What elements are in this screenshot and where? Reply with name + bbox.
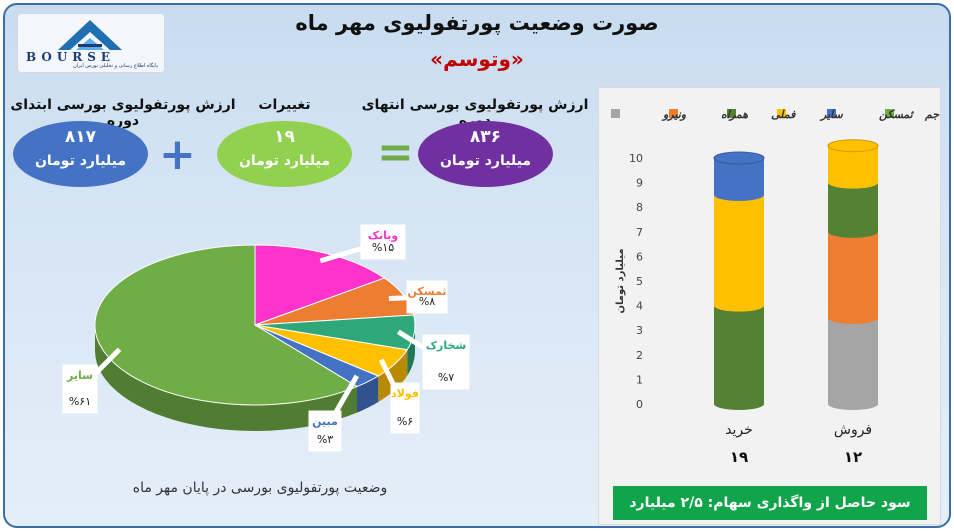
pie-slice-percent: %۶۱ xyxy=(69,395,91,408)
pie-side-سایر xyxy=(95,325,357,431)
bar-segment-همراه xyxy=(828,231,878,324)
y-tick-label: 1 xyxy=(636,373,643,386)
category-total: ۱۲ xyxy=(844,448,862,466)
legend-swatch xyxy=(669,109,678,118)
bar-segment-ونیرو xyxy=(828,317,878,410)
legend-label: همراه xyxy=(721,108,748,121)
pie-slice-percent: %۸ xyxy=(419,295,435,308)
y-tick-label: 0 xyxy=(636,398,643,411)
trade-bar-chart: جم ثمسکن سایر فملی همراه ونیرو 0 1 2 3 4 5 6 7 8 9 10 میل… xyxy=(611,108,940,466)
legend-label: ثمسکن xyxy=(879,108,915,121)
pie-slice-سایر xyxy=(94,244,359,406)
pie-slice-label: وبانک xyxy=(368,229,399,242)
y-tick-label: 7 xyxy=(636,226,643,239)
legend-label: سایر xyxy=(819,108,843,121)
pie-callout-box xyxy=(360,224,406,260)
y-tick-label: 6 xyxy=(636,250,643,263)
bar-segment-سایر xyxy=(714,194,764,312)
pie-slice-وبانک xyxy=(254,244,386,326)
x-category-label: فروش xyxy=(834,422,872,438)
pie-callout-box xyxy=(422,334,470,390)
pie-slice-percent: %۳ xyxy=(317,433,333,446)
change-value: ۱۹ xyxy=(274,127,295,147)
bar-segment-فملی xyxy=(714,305,764,410)
pie-callout-box xyxy=(390,382,420,434)
x-category-label: خرید xyxy=(725,422,753,438)
pie-side-فولاد xyxy=(378,349,408,402)
y-tick-label: 2 xyxy=(636,349,643,362)
y-tick-label: 8 xyxy=(636,201,643,214)
pie-slice-percent: %۷ xyxy=(438,371,454,384)
pie-slice-label: شخارک xyxy=(426,339,466,352)
page-title: صورت وضعیت پورتفولیوی مهر ماه xyxy=(295,11,659,35)
bar-segment-فملی xyxy=(828,182,878,238)
legend-label: جم xyxy=(924,108,940,121)
y-tick-label: 10 xyxy=(629,152,643,165)
legend-swatch xyxy=(885,109,894,118)
pie-slice-percent: %۱۵ xyxy=(372,241,394,254)
pie-slice-label: مبین xyxy=(312,415,338,428)
legend-swatch xyxy=(611,109,620,118)
page-subtitle: «وتوسم» xyxy=(430,47,524,71)
change-label: تغییرات xyxy=(258,97,311,113)
pie-slice-label: ثمسکن xyxy=(408,285,447,298)
legend-label: ونیرو xyxy=(661,108,687,121)
y-tick-label: 4 xyxy=(636,300,643,313)
bar-top-cap xyxy=(827,139,879,153)
pie-callout-box xyxy=(406,280,448,314)
legend-swatch xyxy=(727,109,736,118)
pie-slice-percent: %۶ xyxy=(397,415,413,428)
end-value-unit: میلیارد تومان xyxy=(439,153,532,169)
change-value-unit: میلیارد تومان xyxy=(238,153,331,169)
pie-callout-box xyxy=(308,410,342,452)
pie-side-مبین xyxy=(357,376,379,413)
dashboard-frame: BOURSE پایگاه اطلاع رسانی و تحلیلی بورس … xyxy=(3,3,951,528)
trade-bar-chart-panel: جم ثمسکن سایر فملی همراه ونیرو 0 1 2 3 4 5 6 7 8 9 10 میل… xyxy=(598,87,941,525)
y-tick-label: 3 xyxy=(636,324,643,337)
y-tick-label: 9 xyxy=(636,177,643,190)
pie-slice-label: سایر xyxy=(66,369,93,382)
portfolio-pie-chart: وبانک%۱۵ ثمسکن%۸ شخارک %۷ فولاد %۶ مبین %۳ سایر%… xyxy=(62,224,470,452)
start-value-ellipse: ۸۱۷ میلیارد تومان xyxy=(13,121,148,187)
legend-label: فملی xyxy=(771,108,796,121)
pie-chart-title: وضعیت پورتفولیوی بورسی در پایان مهر ماه xyxy=(132,480,388,496)
equals-sign: = xyxy=(377,127,414,178)
change-ellipse: ۱۹ میلیارد تومان xyxy=(217,121,352,187)
pie-callout-box xyxy=(62,364,98,414)
y-axis-label: میلیارد تومان xyxy=(615,248,626,313)
legend-swatch xyxy=(777,109,786,118)
logo-tagline: پایگاه اطلاع رسانی و تحلیلی بورس ایران xyxy=(73,63,158,69)
y-tick-label: 5 xyxy=(636,275,643,288)
end-value: ۸۳۶ xyxy=(469,127,502,147)
start-value-unit: میلیارد تومان xyxy=(34,153,127,169)
pie-slice-label: فولاد xyxy=(391,387,419,400)
plus-sign: + xyxy=(159,129,196,180)
start-value: ۸۱۷ xyxy=(64,127,97,147)
start-value-label: ارزش پورتفولیوی بورسی ابتدای دوره xyxy=(10,97,236,129)
bourse-logo: BOURSE پایگاه اطلاع رسانی و تحلیلی بورس … xyxy=(17,13,165,73)
bar-top-cap xyxy=(713,151,765,165)
end-value-ellipse: ۸۳۶ میلیارد تومان xyxy=(418,121,553,187)
category-total: ۱۹ xyxy=(730,448,748,466)
profit-banner: سود حاصل از واگذاری سهام: ۲/۵ میلیارد تو… xyxy=(613,486,927,520)
legend-swatch xyxy=(827,109,836,118)
bar-segment-ثمسکن xyxy=(714,158,764,201)
logo-text: BOURSE xyxy=(26,50,116,64)
logo-mark-icon xyxy=(58,20,122,50)
